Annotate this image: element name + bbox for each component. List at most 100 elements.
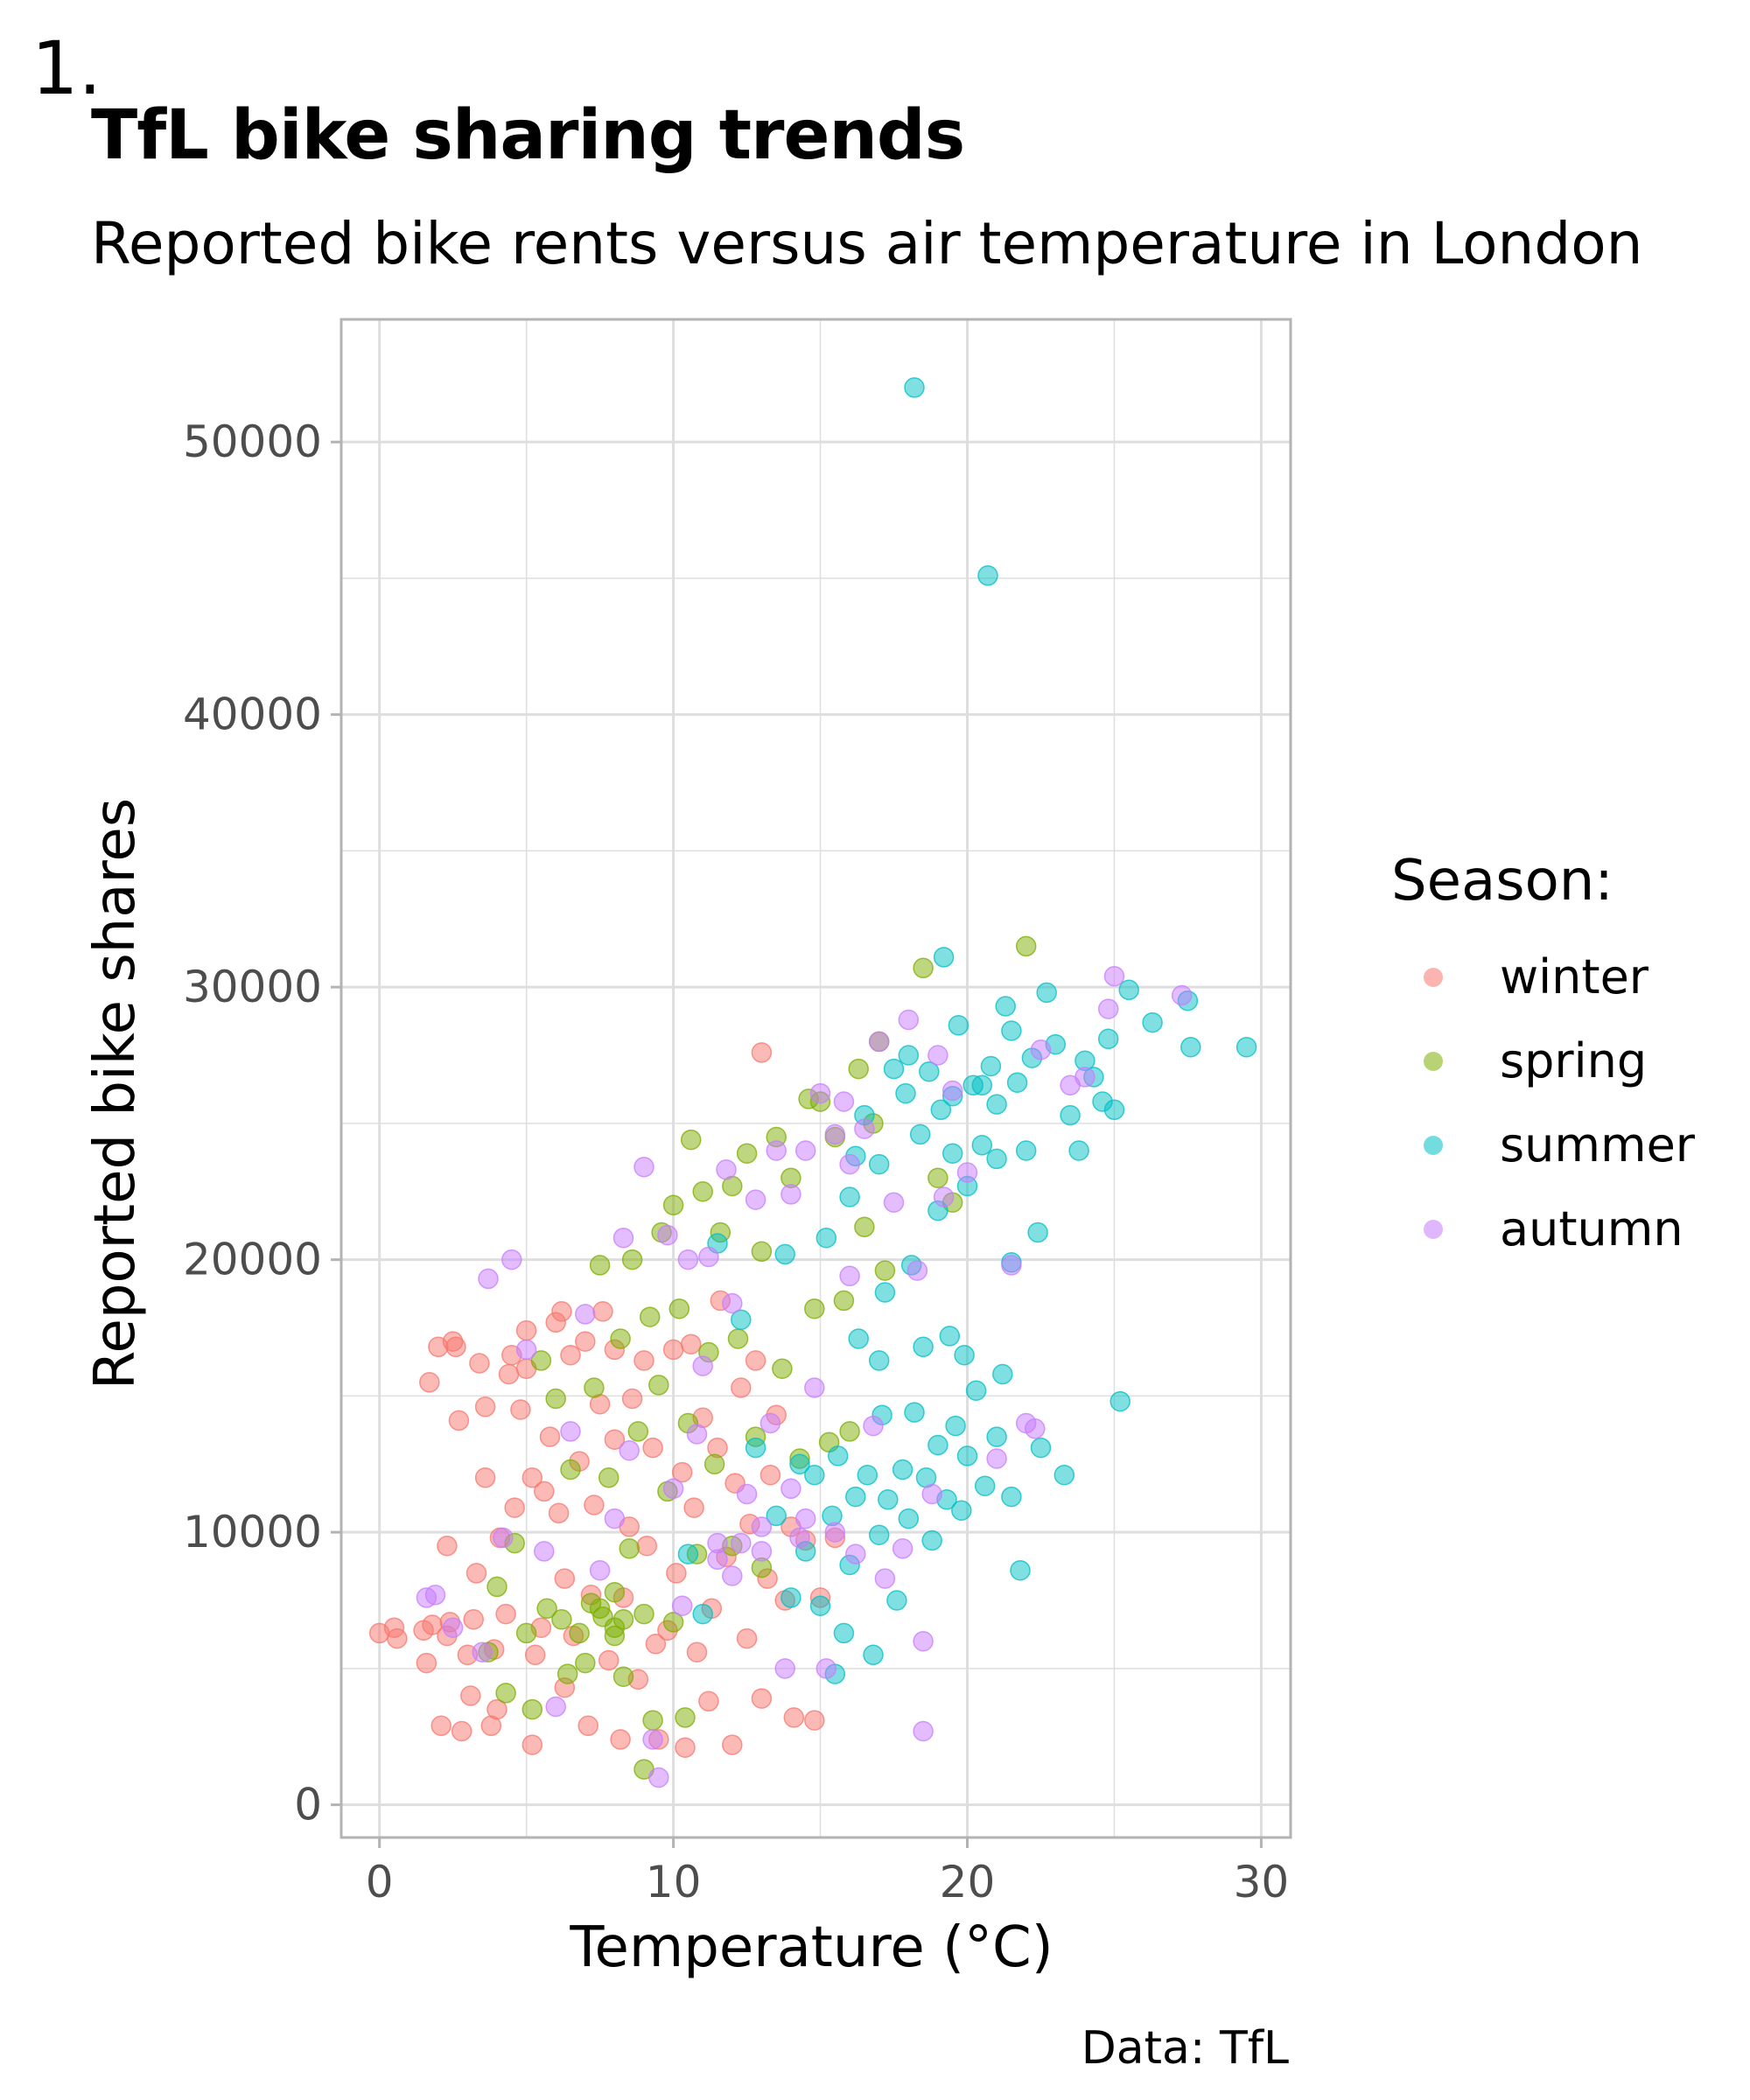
point-spring <box>692 1181 713 1202</box>
point-summer <box>1010 1559 1031 1581</box>
legend-item-winter: winter <box>1391 935 1695 1019</box>
point-winter <box>548 1502 570 1524</box>
point-spring <box>648 1375 669 1396</box>
point-summer <box>971 1135 993 1156</box>
point-summer <box>930 1099 952 1121</box>
point-winter <box>419 1372 440 1393</box>
point-summer <box>745 1437 766 1459</box>
point-spring <box>598 1467 620 1488</box>
point-winter <box>551 1301 572 1322</box>
point-summer <box>1054 1464 1075 1486</box>
point-summer <box>883 1058 905 1080</box>
legend-title: Season: <box>1391 849 1614 914</box>
point-summer <box>731 1309 752 1330</box>
point-spring <box>530 1350 552 1371</box>
point-spring <box>751 1241 773 1263</box>
point-autumn <box>1074 1067 1096 1088</box>
point-autumn <box>874 1568 896 1589</box>
point-autumn <box>913 1720 934 1742</box>
point-autumn <box>816 1658 837 1679</box>
point-autumn <box>898 1009 920 1031</box>
tick-labels: 0 10 20 30 0 10000 20000 30000 40000 50000 <box>183 416 1289 1908</box>
point-spring <box>639 1306 661 1327</box>
point-spring <box>560 1459 581 1480</box>
point-spring <box>589 1255 611 1276</box>
point-spring <box>569 1622 590 1644</box>
chart-caption: Data: TfL <box>1081 2022 1289 2075</box>
legend-label: summer <box>1500 1117 1695 1172</box>
legend-dot-icon <box>1424 1052 1443 1071</box>
point-summer <box>898 1045 920 1066</box>
point-summer <box>954 1344 975 1366</box>
point-autumn <box>692 1355 713 1376</box>
point-spring <box>848 1058 869 1080</box>
point-summer <box>942 1143 963 1164</box>
point-spring <box>804 1298 825 1320</box>
point-summer <box>971 1074 993 1096</box>
point-winter <box>554 1568 576 1589</box>
point-spring <box>1015 935 1037 957</box>
point-autumn <box>657 1224 678 1246</box>
point-winter <box>522 1467 543 1488</box>
point-summer <box>898 1508 920 1530</box>
point-summer <box>928 1434 948 1456</box>
point-summer <box>692 1603 713 1625</box>
point-winter <box>451 1720 472 1742</box>
point-spring <box>486 1576 508 1598</box>
point-autumn <box>833 1091 855 1112</box>
point-summer <box>1142 1012 1163 1033</box>
point-summer <box>980 1055 1002 1077</box>
legend-key <box>1391 1019 1475 1103</box>
point-summer <box>780 1587 802 1608</box>
point-autumn <box>575 1304 596 1325</box>
point-summer <box>816 1227 837 1249</box>
point-winter <box>486 1698 508 1720</box>
point-autumn <box>619 1439 640 1461</box>
point-summer <box>921 1530 942 1551</box>
point-summer <box>809 1595 831 1616</box>
legend-dot-icon <box>1424 1220 1443 1239</box>
legend-key <box>1391 935 1475 1019</box>
point-summer <box>1103 1099 1125 1121</box>
point-summer <box>878 1489 899 1510</box>
point-winter <box>474 1396 496 1418</box>
legend-items: winter spring summer autumn <box>1391 935 1695 1271</box>
point-winter <box>387 1628 408 1649</box>
point-spring <box>913 957 934 979</box>
point-autumn <box>824 1522 846 1543</box>
point-autumn <box>745 1189 766 1210</box>
point-summer <box>1060 1104 1081 1126</box>
point-winter <box>666 1563 687 1584</box>
point-spring <box>680 1129 702 1151</box>
point-spring <box>619 1538 640 1559</box>
point-spring <box>584 1377 605 1398</box>
point-spring <box>610 1328 631 1349</box>
point-autumn <box>751 1541 773 1562</box>
point-autumn <box>1030 1040 1052 1060</box>
y-tick-label: 40000 <box>183 690 322 740</box>
point-summer <box>1027 1222 1048 1243</box>
point-summer <box>992 1363 1013 1385</box>
point-summer <box>1110 1390 1130 1412</box>
point-summer <box>857 1464 878 1486</box>
point-summer <box>886 1590 907 1611</box>
chart-subtitle: Reported bike rents versus air temperatu… <box>91 210 1643 277</box>
point-autumn <box>515 1339 537 1361</box>
point-spring <box>839 1421 860 1442</box>
point-autumn <box>928 1045 948 1066</box>
x-tick-label: 20 <box>940 1857 996 1908</box>
point-autumn <box>1171 984 1193 1006</box>
point-summer <box>892 1459 914 1480</box>
point-autumn <box>942 1080 963 1102</box>
point-winter <box>578 1715 598 1737</box>
point-summer <box>804 1464 825 1486</box>
point-spring <box>621 1249 643 1270</box>
point-winter <box>598 1649 620 1671</box>
point-spring <box>522 1698 543 1720</box>
point-summer <box>848 1328 869 1349</box>
chart-title: TfL bike sharing trends <box>91 96 965 175</box>
point-autumn <box>472 1642 493 1662</box>
point-winter <box>416 1652 438 1674</box>
point-winter <box>683 1497 704 1518</box>
point-spring <box>736 1143 758 1164</box>
